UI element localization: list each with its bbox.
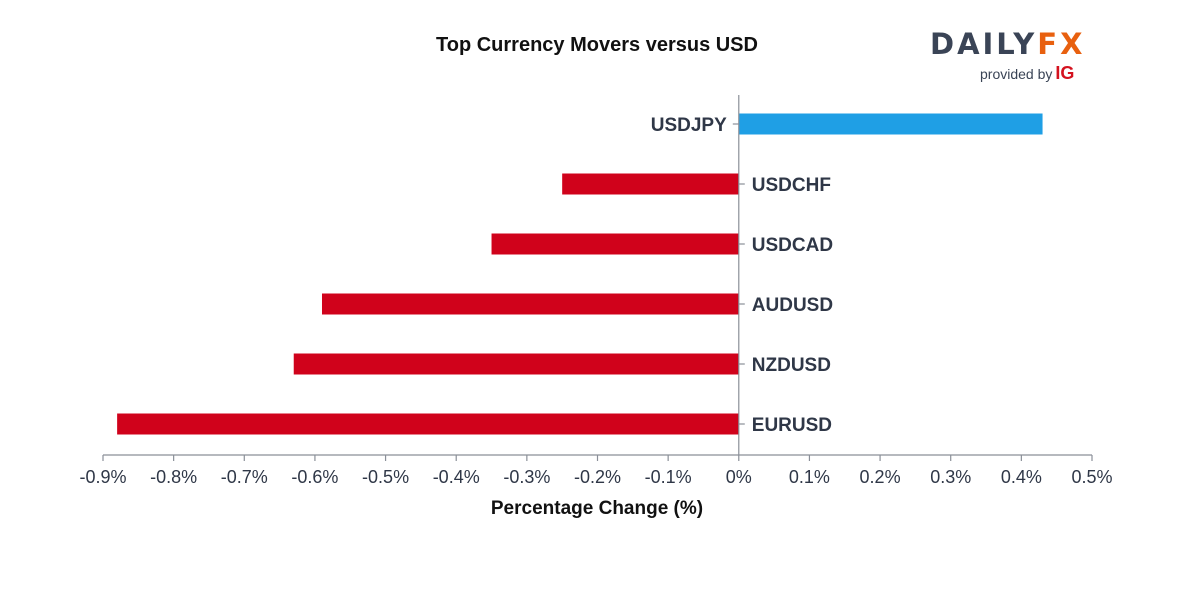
category-label-usdchf: USDCHF [752,175,831,196]
bars-group [117,113,1043,435]
x-tick-label: 0% [726,467,752,487]
x-tick-label: -0.5% [362,467,409,487]
x-tick-label: 0.3% [930,467,971,487]
bar-audusd [321,293,739,315]
dailyfx-logo: DAILYFX provided by IG [930,28,1090,83]
bar-nzdusd [293,353,739,375]
bar-eurusd [117,413,739,435]
bar-usdchf [562,173,739,195]
logo-wordmark: DAILYFX [930,28,1090,60]
x-tick-label: -0.8% [150,467,197,487]
category-label-usdjpy: USDJPY [651,115,727,136]
provided-by-text: provided by [980,66,1053,82]
x-axis-title: Percentage Change (%) [491,498,703,519]
x-tick-label: 0.4% [1001,467,1042,487]
axes-group: USDJPY USDCHF USDCAD AUDUSD NZDUSD EURUSD -0.9… [79,95,1113,487]
category-label-audusd: AUDUSD [752,295,833,316]
x-tick-label: -0.2% [574,467,621,487]
category-label-eurusd: EURUSD [752,415,832,436]
x-tick-label: -0.7% [221,467,268,487]
x-tick-label: -0.1% [645,467,692,487]
logo-provided-by: provided by IG [980,63,1074,84]
x-tick-label: 0.5% [1071,467,1112,487]
category-label-nzdusd: NZDUSD [752,355,831,376]
logo-daily-text: DAILY [930,27,1038,61]
category-label-usdcad: USDCAD [752,235,833,256]
x-tick-label: -0.6% [291,467,338,487]
x-tick-label: -0.9% [79,467,126,487]
bar-usdjpy [738,113,1043,135]
bar-usdcad [491,233,739,255]
x-tick-label: -0.3% [503,467,550,487]
x-tick-label: 0.2% [860,467,901,487]
x-tick-label: 0.1% [789,467,830,487]
logo-fx-text: FX [1037,27,1086,61]
ig-logo-text: IG [1055,63,1075,83]
chart-title: Top Currency Movers versus USD [436,34,758,56]
x-tick-label: -0.4% [433,467,480,487]
